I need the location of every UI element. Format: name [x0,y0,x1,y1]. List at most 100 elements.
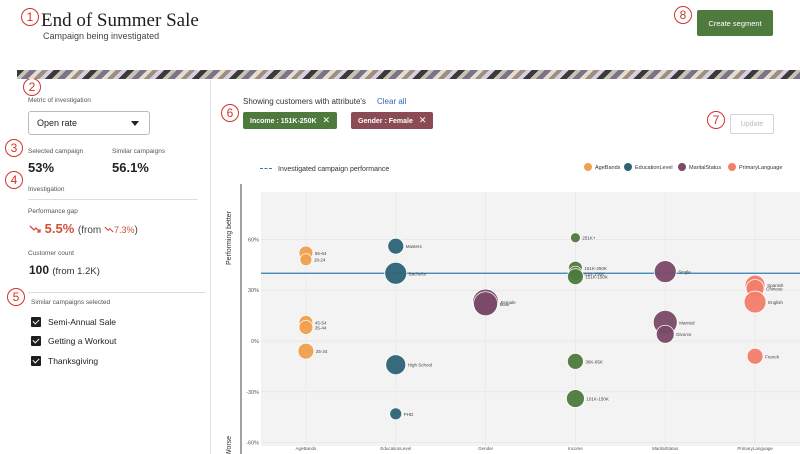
campaign-checkbox-row[interactable]: Semi-Annual Sale [31,317,116,327]
legend-label: AgeBands [595,165,621,171]
campaign-checkbox-row[interactable]: Getting a Workout [31,336,116,346]
legend-item-marital: MaritalStatus [678,163,721,171]
bubble-label: Single [678,270,691,275]
step-marker-3: 3 [5,139,23,157]
clear-all-link[interactable]: Clear all [377,97,407,106]
gap-from-suffix: ) [134,225,138,236]
gap-from-value: 7.3% [114,225,135,235]
gap-from-prefix: (from [77,225,102,236]
filter-chip-gender[interactable]: Gender : Female ✕ [351,112,434,129]
x-tick-label: MaritalStatus [652,446,679,451]
step-marker-7: 7 [707,111,725,129]
similar-selected-label: Similar campaigns selected [31,299,111,306]
checkbox-checked-icon[interactable] [31,336,41,346]
metric-select[interactable]: Open rate [28,111,150,135]
step-marker-6: 6 [221,104,239,122]
bubble [567,268,584,286]
bubble-label: Masters [406,244,423,249]
legend-dot [678,163,686,171]
campaign-name: Semi-Annual Sale [48,317,117,327]
left-panel [0,80,211,454]
customer-count-value: 100 [29,263,50,277]
bubble [297,342,315,360]
bubble-label: 45-54 [315,320,327,325]
bubble-label: 36K-65K [585,359,603,364]
bubble-label: 61K-150K [584,271,604,276]
bubble [743,290,767,314]
trend-down-icon [29,225,41,233]
step-marker-8: 8 [674,6,692,24]
legend-label: MaritalStatus [689,165,722,171]
legend-dot [624,163,632,171]
step-marker-1: 1 [21,8,39,26]
bubble [566,389,585,408]
bubble-chart: Performing better Worse -60% -30% 0% 30% 60% Ag… [221,178,800,454]
legend-item-education: EducationLevel [624,163,673,171]
chart-svg: Performing better Worse -60% -30% 0% 30% 60% Ag… [226,184,800,454]
bubble [298,320,314,335]
bubble [567,352,584,370]
metric-select-value: Open rate [37,118,78,128]
x-tick-label: AgeBands [296,446,318,451]
chip-label: Gender : Female [358,118,413,125]
performance-gap: 5.5% (from 7.3%) [29,221,138,236]
investigation-label: Investigation [28,186,65,193]
checkbox-checked-icon[interactable] [31,356,41,366]
update-button[interactable]: Update [730,114,774,134]
page-title: End of Summer Sale [41,10,199,31]
bubble [653,260,677,283]
legend-item-agebands: AgeBands [584,163,620,171]
checkbox-checked-icon[interactable] [31,317,41,327]
reference-legend-label: Investigated campaign performance [278,166,390,173]
y-axis-title-bottom: Worse [226,436,233,454]
bubble-label: Spanish [767,283,784,288]
bubble [473,291,498,317]
divider [28,199,198,200]
filter-summary: Showing customers with attribute's [243,97,366,106]
campaign-checkbox-row[interactable]: Thanksgiving [31,356,98,366]
x-tick-label: EducationLevel [380,446,411,451]
x-tick-label: Income [568,446,583,451]
bubble-label: 151K-250K [584,266,607,271]
customer-count-label: Customer count [28,250,74,257]
bubble-label: English [768,300,783,305]
dashed-line-icon [260,168,272,169]
legend-label: PrimaryLanguage [739,165,783,171]
bubble-label: 101K-150K [586,397,609,402]
bubble [384,261,408,285]
close-icon[interactable]: ✕ [418,115,427,125]
bubble [570,232,581,244]
selected-campaign-label: Selected campaign [28,148,84,155]
bubble-label: Chinese [766,287,783,292]
bubble-label: High School [408,363,432,368]
bubble-label: Divorce [676,332,692,337]
x-tick-label: Gender [478,446,494,451]
legend-label: EducationLevel [635,165,673,171]
bubble [385,354,407,376]
bubble-label: PHD [404,412,414,417]
x-tick-label: PrimaryLanguage [737,446,773,451]
campaign-name: Getting a Workout [48,336,117,346]
create-segment-button[interactable]: Create segment [697,10,773,36]
bubble [746,347,764,365]
y-tick-label: 0% [251,339,259,345]
bubble-label: Female [501,300,517,305]
bubble-label: 35-44 [315,325,327,330]
selected-campaign-value: 53% [28,160,55,175]
y-axis-title-top: Performing better [226,210,233,265]
customer-count: 100 (from 1.2K) [29,263,100,277]
bubble-label: 25-34 [316,349,328,354]
close-icon[interactable]: ✕ [322,115,331,125]
bubble-label: Male [500,302,510,307]
legend-item-language: PrimaryLanguage [728,163,782,171]
performance-gap-label: Performance gap [28,208,78,215]
similar-campaigns-label: Similar campaigns [112,148,166,155]
legend-dot [728,163,736,171]
bubble-label: 55-64 [315,251,327,256]
bubble-label: Bachelor [409,271,427,276]
decorative-banner [17,70,800,79]
y-tick-label: -60% [246,441,259,447]
filter-chip-income[interactable]: Income : 151K-250K ✕ [243,112,338,129]
bubble [655,324,675,344]
bubble-label: 18-24 [314,258,326,263]
